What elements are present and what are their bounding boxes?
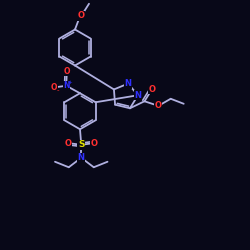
Text: +: + [67,80,72,85]
Text: N: N [63,81,70,90]
Text: O: O [51,82,58,92]
Text: O: O [65,139,72,148]
Text: N: N [124,79,132,88]
Text: O: O [155,101,162,110]
Text: O: O [64,67,70,76]
Text: N: N [134,91,141,100]
Text: N: N [78,153,85,162]
Text: -: - [57,87,59,93]
Text: O: O [91,139,98,148]
Text: S: S [78,140,84,149]
Text: O: O [148,85,156,94]
Text: O: O [78,11,84,20]
